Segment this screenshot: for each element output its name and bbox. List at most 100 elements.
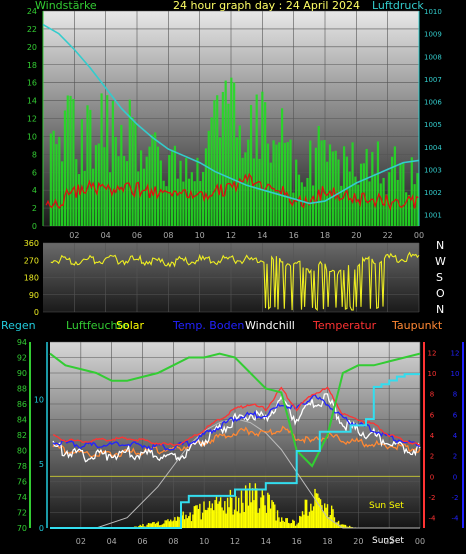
time-tick-label: 22 xyxy=(383,231,393,240)
wind-gust-bar xyxy=(75,159,78,226)
wind-gust-bar xyxy=(168,154,171,226)
solar-bar xyxy=(344,524,347,528)
temperature-tick-label: -2 xyxy=(429,494,436,502)
solar-bar xyxy=(322,511,325,528)
solar-max-curve xyxy=(50,417,420,529)
direction-tick-label: 270 xyxy=(24,256,39,265)
direction-letter-o: O xyxy=(436,287,445,300)
solar-bar xyxy=(276,510,279,528)
wind-gust-bar xyxy=(80,119,83,226)
solar-bar xyxy=(156,522,158,528)
solar-bar xyxy=(161,524,164,528)
solar-bar xyxy=(171,521,173,528)
wind-gust-bar xyxy=(182,181,185,226)
wind-gust-bar xyxy=(111,100,114,226)
solar-bar xyxy=(332,509,334,528)
wind-speed-tick-label: 2 xyxy=(32,204,37,213)
solar-bar xyxy=(328,517,330,528)
humidity-tick-label: 84 xyxy=(17,416,27,425)
wind-gust-bar xyxy=(416,173,419,226)
wind-gust-bar xyxy=(224,80,227,226)
solar-bar xyxy=(314,488,316,528)
temperature-tick-label: 4 xyxy=(430,432,435,440)
solar-bar xyxy=(275,520,277,528)
wind-gust-bar xyxy=(216,95,219,226)
wind-gust-bar xyxy=(317,125,320,226)
wind-gust-bar xyxy=(106,95,109,226)
wind-gust-bar xyxy=(275,144,278,226)
solar-bar xyxy=(346,526,348,528)
chart-title: 24 hour graph day : 24 April 2024 xyxy=(173,0,360,12)
solar-bar xyxy=(264,505,266,528)
solar-bar xyxy=(324,503,326,528)
wind-gust-bar xyxy=(125,161,129,226)
wind-gust-bar xyxy=(151,134,154,226)
solar-bar xyxy=(321,505,323,528)
wind-gust-bar xyxy=(52,130,55,226)
time-tick-label: 06 xyxy=(132,231,142,240)
bottom-time-tick-label: 00 xyxy=(415,537,425,546)
wind-gust-bar xyxy=(255,94,258,227)
wind-gust-bar xyxy=(272,140,275,226)
solar-bar xyxy=(256,488,258,528)
solar-bar xyxy=(265,512,268,528)
solar-bar xyxy=(219,497,222,528)
solar-bar xyxy=(246,490,248,528)
solar-bar xyxy=(262,495,265,528)
wind-gust-bar xyxy=(120,124,123,226)
solar-bar xyxy=(254,483,257,528)
solar-bar xyxy=(244,485,247,528)
solar-bar xyxy=(189,512,191,528)
wind-gust-bar xyxy=(289,139,292,226)
direction-letter-s: S xyxy=(436,271,443,284)
solar-bar xyxy=(308,511,311,528)
solar-bar xyxy=(190,521,193,528)
solar-bar xyxy=(140,525,143,528)
solar-bar xyxy=(247,505,250,528)
wind-gust-bar xyxy=(128,99,131,226)
solar-bar xyxy=(183,519,186,528)
solar-bar xyxy=(243,511,245,528)
solar-bar xyxy=(222,510,225,528)
wind-gust-bar xyxy=(365,148,368,226)
solar-bar xyxy=(242,502,244,528)
temperature-tick-label: 8 xyxy=(430,391,434,399)
bottom-time-tick-label: 16 xyxy=(292,537,302,546)
time-tick-label: 16 xyxy=(289,231,299,240)
wind-speed-tick-label: 6 xyxy=(32,168,37,177)
solar-bar xyxy=(281,517,283,528)
bottom-time-tick-label: 08 xyxy=(168,537,178,546)
solar-bar xyxy=(310,503,312,528)
solar-bar xyxy=(251,488,254,528)
wind-gust-bar xyxy=(247,139,250,226)
solar-bar xyxy=(325,507,327,528)
wind-gust-bar xyxy=(61,161,64,226)
time-tick-label: 14 xyxy=(257,231,267,240)
wind-direction-trace xyxy=(50,251,420,311)
wind-gust-bar xyxy=(320,140,323,226)
humidity-tick-label: 86 xyxy=(17,400,27,409)
solar-bar xyxy=(213,510,215,528)
humidity-tick-label: 82 xyxy=(17,431,27,440)
solar-bar xyxy=(326,504,329,528)
solar-bar xyxy=(232,514,234,528)
wind-gust-bar xyxy=(213,100,216,226)
wind-gust-bar xyxy=(359,163,363,226)
solar-bar xyxy=(196,505,198,528)
solar-bar xyxy=(330,505,333,528)
pressure-tick-label: 1008 xyxy=(424,53,442,61)
time-tick-label: 04 xyxy=(101,231,111,240)
solar-bar xyxy=(182,511,184,528)
direction-tick-label: 0 xyxy=(34,308,39,317)
solar-bar xyxy=(305,499,308,528)
direction-tick-label: 180 xyxy=(24,274,39,283)
soil-temp-tick-label: 12 xyxy=(451,349,460,357)
direction-tick-label: 360 xyxy=(24,239,39,248)
solar-bar xyxy=(211,503,214,528)
temperature-tick-label: 12 xyxy=(428,349,437,357)
wind-gust-bar xyxy=(233,82,236,226)
wind-speed-tick-label: 22 xyxy=(27,25,37,34)
wind-gust-bar xyxy=(323,139,326,226)
pressure-tick-label: 1005 xyxy=(424,121,442,129)
